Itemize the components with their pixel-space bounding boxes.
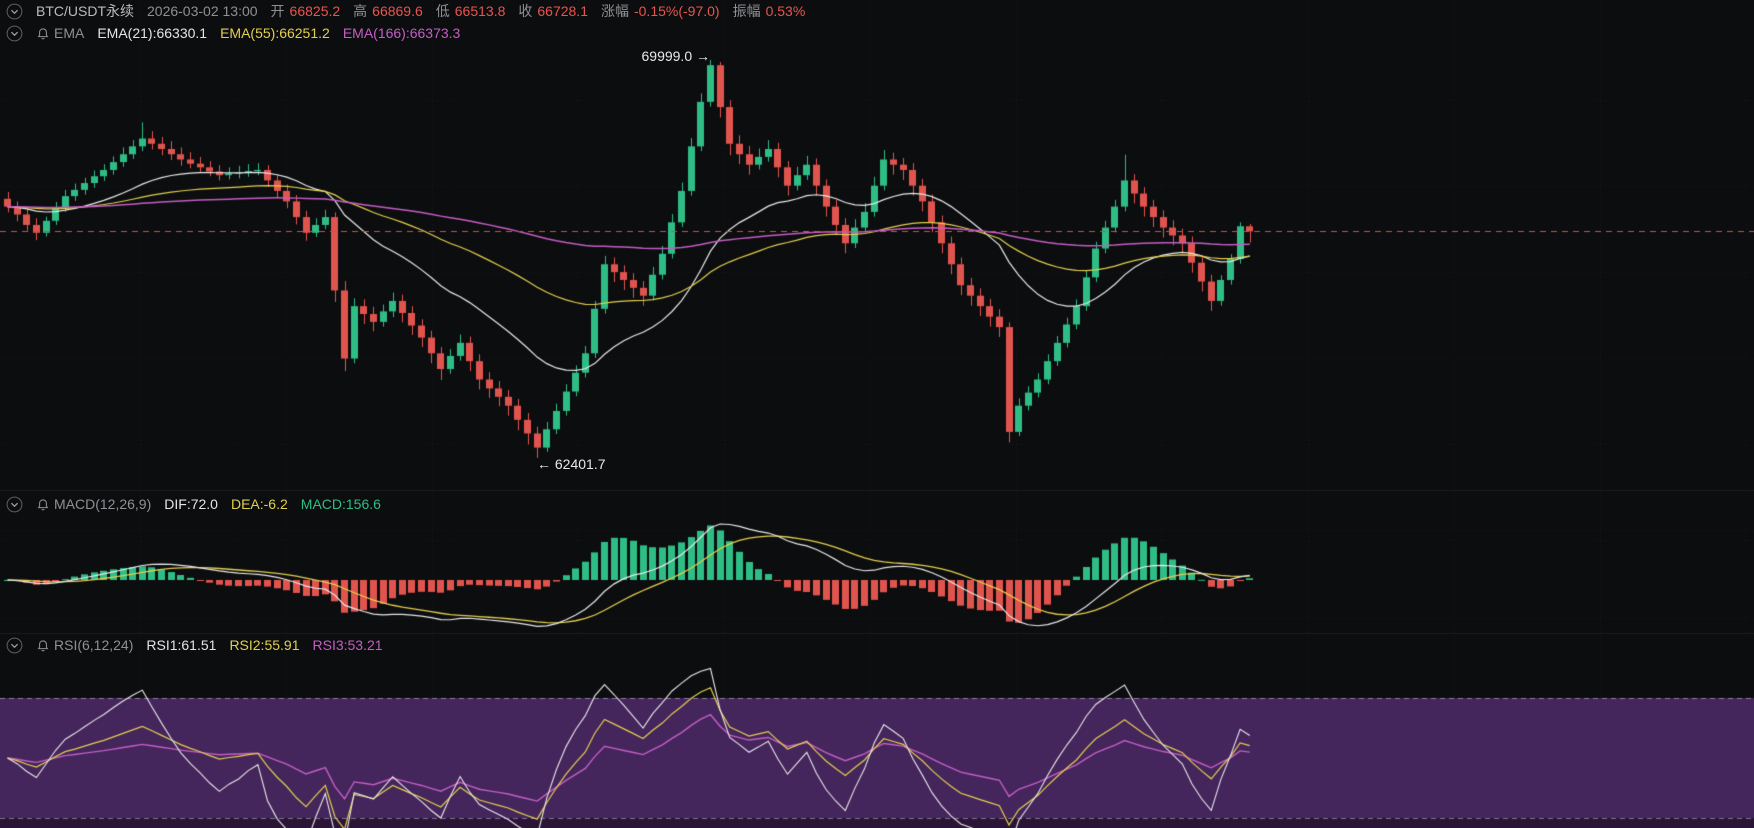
rsi2-readout: RSI2:55.91	[229, 637, 300, 653]
rsi1-readout: RSI1:61.51	[146, 637, 217, 653]
low-label: 低	[435, 3, 450, 19]
chevron-down-icon[interactable]	[6, 496, 23, 513]
close-price: 收 66728.1	[518, 3, 588, 20]
rsi-info-bar: RSI(6,12,24) RSI1:61.51 RSI2:55.91 RSI3:…	[6, 637, 383, 654]
macd-value-readout: MACD:156.6	[300, 496, 381, 512]
low-value: 66513.8	[454, 3, 506, 19]
close-label: 收	[518, 3, 533, 19]
chevron-down-icon[interactable]	[6, 637, 23, 654]
ema-title-group: EMA	[36, 25, 84, 42]
ema-title[interactable]: EMA	[54, 25, 85, 41]
chevron-down-icon[interactable]	[6, 3, 23, 20]
amplitude-label: 振幅	[732, 3, 761, 19]
candle-datetime: 2026-03-02 13:00	[147, 3, 258, 19]
amplitude-value: 0.53%	[765, 3, 806, 19]
ema-info-bar: EMA EMA(21):66330.1 EMA(55):66251.2 EMA(…	[6, 25, 460, 42]
high-price-annotation: 69999.0 →	[641, 48, 711, 64]
ema166-readout: EMA(166):66373.3	[342, 25, 461, 41]
bell-icon[interactable]	[36, 498, 50, 512]
symbol-info-bar: BTC/USDT永续 2026-03-02 13:00 开 66825.2 高 66…	[6, 3, 805, 20]
open-price: 开 66825.2	[271, 3, 341, 20]
amplitude-percent: 振幅 0.53%	[733, 3, 806, 20]
change-value: -0.15%(-97.0)	[633, 3, 720, 19]
close-value: 66728.1	[537, 3, 588, 19]
macd-info-bar: MACD(12,26,9) DIF:72.0 DEA:-6.2 MACD:156…	[6, 496, 381, 513]
high-price: 高 66869.6	[353, 3, 423, 20]
rsi3-readout: RSI3:53.21	[312, 637, 383, 653]
rsi-title[interactable]: RSI(6,12,24)	[54, 637, 134, 653]
macd-dea-readout: DEA:-6.2	[230, 496, 288, 512]
change-label: 涨幅	[600, 3, 629, 19]
low-price-annotation: ← 62401.7	[537, 456, 606, 472]
macd-title[interactable]: MACD(12,26,9)	[54, 496, 152, 512]
symbol-name[interactable]: BTC/USDT永续	[36, 3, 134, 19]
bell-icon[interactable]	[36, 27, 50, 41]
change-percent: 涨幅 -0.15%(-97.0)	[601, 3, 720, 20]
chevron-down-icon[interactable]	[6, 25, 23, 42]
bell-icon[interactable]	[36, 639, 50, 653]
high-label: 高	[353, 3, 368, 19]
macd-dif-readout: DIF:72.0	[164, 496, 218, 512]
ema55-readout: EMA(55):66251.2	[220, 25, 330, 41]
high-value: 66869.6	[372, 3, 423, 19]
ema21-readout: EMA(21):66330.1	[97, 25, 208, 41]
open-label: 开	[270, 3, 285, 19]
low-price: 低 66513.8	[436, 3, 506, 20]
rsi-title-group: RSI(6,12,24)	[36, 637, 133, 654]
open-value: 66825.2	[289, 3, 341, 19]
macd-title-group: MACD(12,26,9)	[36, 496, 151, 513]
